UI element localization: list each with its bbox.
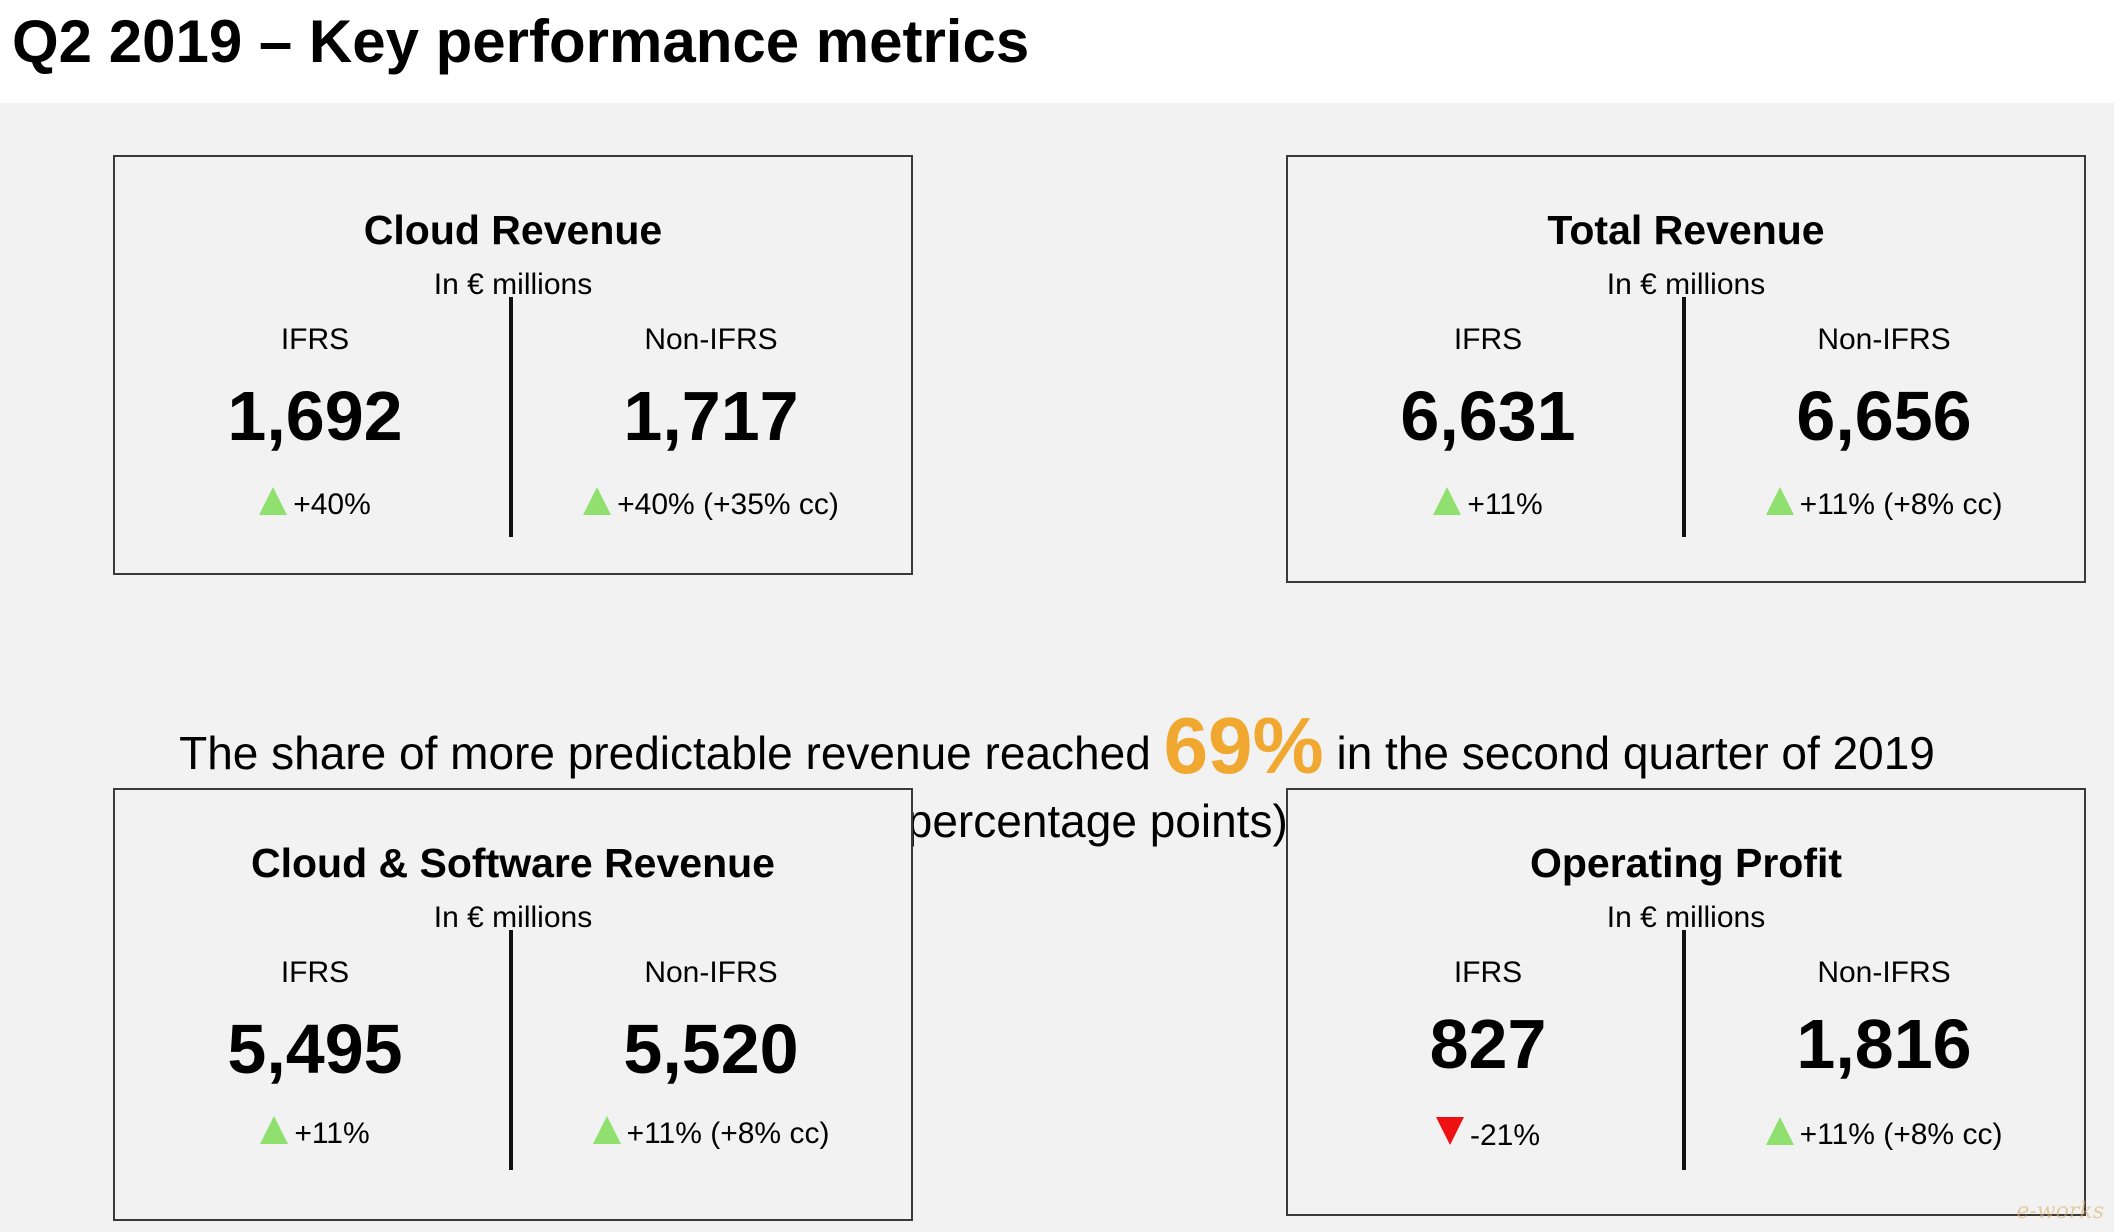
non-ifrs-change: +11% (+8% cc) <box>1684 1117 2084 1153</box>
metric-card-cloud-revenue: Cloud Revenue In € millions IFRS 1,692 +… <box>113 155 913 575</box>
ifrs-value: 6,631 <box>1400 377 1576 455</box>
column-divider <box>509 297 513 537</box>
ifrs-label: IFRS <box>1453 323 1523 356</box>
slide-content: Cloud Revenue In € millions IFRS 1,692 +… <box>0 103 2114 1232</box>
triangle-up-icon <box>1765 1117 1794 1145</box>
triangle-up-icon <box>1765 487 1794 515</box>
ifrs-change: +11% <box>115 1116 515 1152</box>
metric-card-operating-profit: Operating Profit In € millions IFRS 827 … <box>1286 788 2086 1216</box>
ifrs-value: 1,692 <box>227 377 403 455</box>
non-ifrs-change: +11% (+8% cc) <box>511 1116 911 1152</box>
column-divider <box>1682 930 1686 1170</box>
predictable-revenue-share: 69% <box>1163 701 1324 790</box>
card-title: Operating Profit <box>1529 840 1843 886</box>
card-unit: In € millions <box>433 901 593 934</box>
ifrs-value: 827 <box>1429 1005 1547 1083</box>
card-title: Cloud & Software Revenue <box>251 840 775 886</box>
non-ifrs-label: Non-IFRS <box>1817 323 1951 356</box>
statement-text-after: in the second quarter of 2019 <box>1323 727 1935 779</box>
ifrs-column: IFRS 6,631 +11% <box>1288 157 1688 581</box>
statement-text-before: The share of more predictable revenue re… <box>179 727 1164 779</box>
non-ifrs-column: Non-IFRS 1,816 +11% (+8% cc) <box>1684 790 2084 1214</box>
non-ifrs-value: 6,656 <box>1796 377 1972 455</box>
ifrs-column: IFRS 1,692 +40% <box>115 157 515 573</box>
predictable-revenue-statement: The share of more predictable revenue re… <box>0 706 2114 793</box>
column-divider <box>1682 297 1686 537</box>
ifrs-value: 5,495 <box>227 1010 403 1088</box>
ifrs-label: IFRS <box>280 323 350 356</box>
non-ifrs-change-text: +11% (+8% cc) <box>626 1117 830 1150</box>
non-ifrs-value: 5,520 <box>623 1010 799 1088</box>
card-title: Cloud Revenue <box>363 207 663 253</box>
card-unit: In € millions <box>1606 901 1766 934</box>
ifrs-change-text: +11% <box>1467 488 1543 521</box>
non-ifrs-value: 1,816 <box>1796 1005 1972 1083</box>
column-divider <box>509 930 513 1170</box>
ifrs-change: -21% <box>1288 1117 1688 1154</box>
ifrs-change-text: -21% <box>1469 1119 1541 1152</box>
triangle-down-icon <box>1435 1117 1464 1145</box>
non-ifrs-value: 1,717 <box>623 377 799 455</box>
ifrs-label: IFRS <box>280 956 350 989</box>
card-title: Total Revenue <box>1547 207 1825 253</box>
non-ifrs-column: Non-IFRS 1,717 +40% (+35% cc) <box>511 157 911 573</box>
ifrs-column: IFRS 5,495 +11% <box>115 790 515 1219</box>
non-ifrs-change-text: +11% (+8% cc) <box>1799 488 2003 521</box>
non-ifrs-column: Non-IFRS 6,656 +11% (+8% cc) <box>1684 157 2084 581</box>
metric-card-total-revenue: Total Revenue In € millions IFRS 6,631 +… <box>1286 155 2086 583</box>
triangle-up-icon <box>259 487 288 515</box>
ifrs-change-text: +11% <box>294 1117 370 1150</box>
card-unit: In € millions <box>1606 268 1766 301</box>
triangle-up-icon <box>260 1116 289 1144</box>
triangle-up-icon <box>592 1116 621 1144</box>
non-ifrs-change: +40% (+35% cc) <box>511 487 911 523</box>
ifrs-change-text: +40% <box>293 488 371 521</box>
non-ifrs-change-text: +40% (+35% cc) <box>617 488 839 521</box>
non-ifrs-label: Non-IFRS <box>644 956 778 989</box>
non-ifrs-label: Non-IFRS <box>1817 956 1951 989</box>
non-ifrs-column: Non-IFRS 5,520 +11% (+8% cc) <box>511 790 911 1219</box>
card-unit: In € millions <box>433 268 593 301</box>
ifrs-label: IFRS <box>1453 956 1523 989</box>
ifrs-column: IFRS 827 -21% <box>1288 790 1688 1214</box>
ifrs-change: +11% <box>1288 487 1688 523</box>
watermark-logo: e-works <box>2016 1199 2104 1224</box>
non-ifrs-label: Non-IFRS <box>644 323 778 356</box>
triangle-up-icon <box>1433 487 1462 515</box>
non-ifrs-change: +11% (+8% cc) <box>1684 487 2084 523</box>
ifrs-change: +40% <box>115 487 515 523</box>
metric-card-cloud-software-revenue: Cloud & Software Revenue In € millions I… <box>113 788 913 1221</box>
page-title: Q2 2019 – Key performance metrics <box>12 8 1030 75</box>
triangle-up-icon <box>583 487 612 515</box>
non-ifrs-change-text: +11% (+8% cc) <box>1799 1118 2003 1151</box>
